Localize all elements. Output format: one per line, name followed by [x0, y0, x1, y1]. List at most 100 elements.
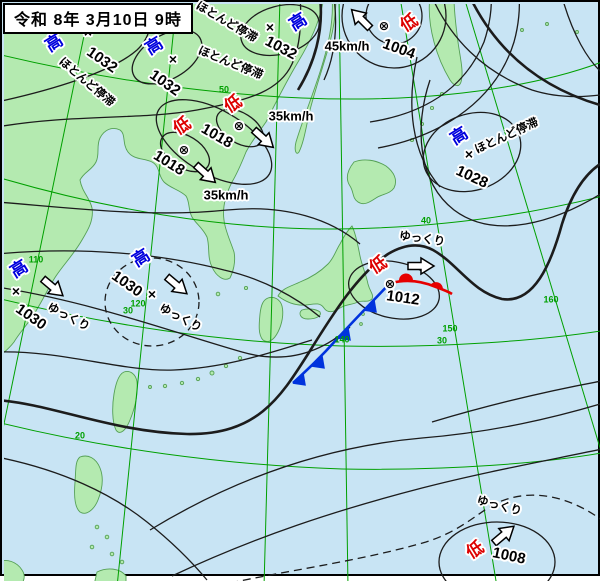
latitude-line-30 [4, 299, 600, 347]
isobar [323, 4, 337, 81]
high-center-mark: × [168, 51, 178, 67]
isobar [171, 448, 600, 577]
isobar [563, 4, 600, 72]
isobar [4, 4, 302, 127]
land-taiwan [112, 371, 138, 433]
land-luzon [74, 455, 103, 514]
cold-front-pip [337, 327, 351, 341]
movement-speed-label: 45km/h [324, 38, 370, 54]
latitude-label-40: 40 [420, 215, 432, 226]
longitude-line-130 [263, 4, 281, 581]
longitude-label-110: 110 [28, 254, 44, 265]
island [429, 105, 435, 111]
cold-front-pip [311, 355, 325, 369]
island [119, 559, 125, 565]
longitude-label-150: 150 [442, 323, 458, 334]
land-mindanao [94, 568, 127, 581]
latitude-line-20 [4, 423, 600, 470]
longitude-line-160 [465, 4, 600, 450]
land-hokkaido [346, 159, 397, 205]
island [223, 363, 229, 369]
high-center-mark: × [147, 286, 157, 302]
isobar [149, 403, 600, 531]
isobar-thick [472, 4, 600, 107]
land-asia-mainland [4, 4, 324, 354]
movement-arrow-southeast [161, 270, 193, 301]
island [104, 534, 110, 540]
pressure-value: 1012 [385, 287, 421, 309]
land-kamchatka [428, 4, 463, 87]
isobar [4, 250, 321, 318]
island [195, 376, 201, 382]
low-center-mark: ⊗ [384, 276, 396, 291]
isobar [438, 521, 556, 581]
cold-front [292, 281, 392, 386]
warm-front-pip [398, 273, 413, 281]
low-center-mark: ⊗ [178, 142, 190, 157]
isobar [4, 457, 208, 581]
weather-map-canvas [4, 4, 600, 581]
longitude-label-120: 120 [130, 298, 146, 309]
island [179, 380, 185, 386]
movement-speed-label: 35km/h [268, 108, 314, 124]
isobar [420, 79, 600, 227]
isobar-dashed [236, 494, 600, 581]
land-borneo-corner [4, 559, 25, 581]
isobar [4, 201, 361, 245]
island [162, 383, 168, 389]
high-center-mark: × [464, 146, 474, 162]
latitude-label-30: 30 [436, 335, 448, 346]
island [545, 22, 549, 26]
isobars [4, 4, 600, 581]
island [243, 285, 249, 291]
movement-speed-label: 35km/h [203, 187, 249, 203]
cold-front-pip [292, 372, 306, 386]
island [215, 291, 221, 297]
land-shikoku [299, 308, 321, 320]
island [237, 355, 243, 361]
date-time-title: 令和 8年 3月10日 9時 [3, 3, 193, 34]
longitude-label-140: 140 [334, 334, 350, 345]
movement-arrow-east [407, 257, 435, 275]
longitude-label-160: 160 [543, 294, 559, 305]
low-center-mark: ⊗ [378, 18, 390, 33]
island [575, 30, 579, 34]
isobar [4, 287, 351, 358]
isobar [422, 111, 522, 193]
warm-front-pip [430, 282, 444, 290]
isobar [240, 4, 320, 57]
isobar-thick [296, 4, 323, 91]
isobar [365, 4, 423, 45]
island [209, 370, 215, 376]
latitude-line-40 [4, 178, 600, 230]
island-dots [89, 22, 579, 565]
latitude-label-50: 50 [218, 84, 230, 95]
high-center-mark: × [265, 19, 275, 35]
high-center-mark: × [11, 283, 21, 299]
island [94, 524, 100, 530]
isobar [347, 260, 441, 320]
island [89, 544, 95, 550]
isobar [341, 4, 447, 69]
island [148, 385, 152, 389]
isobar-dashed [104, 257, 200, 347]
longitude-line-140 [338, 4, 349, 581]
island [359, 322, 363, 326]
warm-front [390, 273, 453, 296]
longitude-line-120 [117, 4, 177, 581]
low-center-mark: ⊗ [233, 118, 245, 133]
land-sakhalin [294, 4, 337, 154]
cold-front-line [292, 281, 392, 384]
isobar [4, 339, 313, 371]
land-honshu [277, 225, 373, 313]
island [520, 28, 524, 32]
isobar [377, 4, 520, 149]
latitude-label-20: 20 [74, 430, 86, 441]
cold-front-pip [363, 299, 377, 313]
isobar [131, 29, 203, 85]
latitude-label-30-west: 30 [122, 305, 134, 316]
movement-arrow-northwest [345, 4, 377, 35]
isobar [411, 56, 441, 188]
